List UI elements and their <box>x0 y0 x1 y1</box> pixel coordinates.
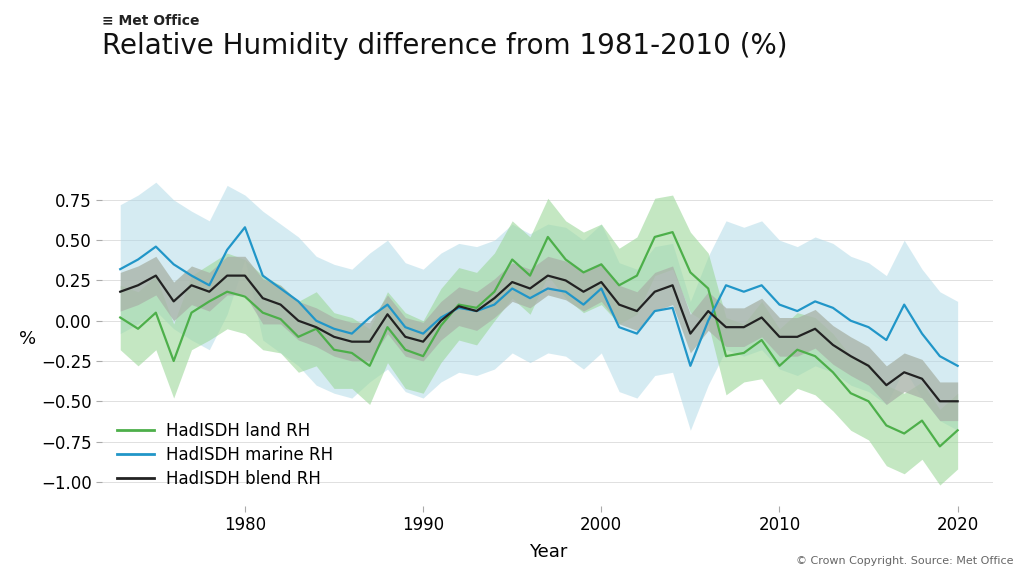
Text: © Crown Copyright. Source: Met Office: © Crown Copyright. Source: Met Office <box>797 557 1014 566</box>
X-axis label: Year: Year <box>528 543 567 561</box>
Text: ≡ Met Office: ≡ Met Office <box>102 14 200 28</box>
Y-axis label: %: % <box>18 330 36 348</box>
Text: Relative Humidity difference from 1981-2010 (%): Relative Humidity difference from 1981-2… <box>102 32 787 60</box>
Legend: HadISDH land RH, HadISDH marine RH, HadISDH blend RH: HadISDH land RH, HadISDH marine RH, HadI… <box>111 415 340 494</box>
